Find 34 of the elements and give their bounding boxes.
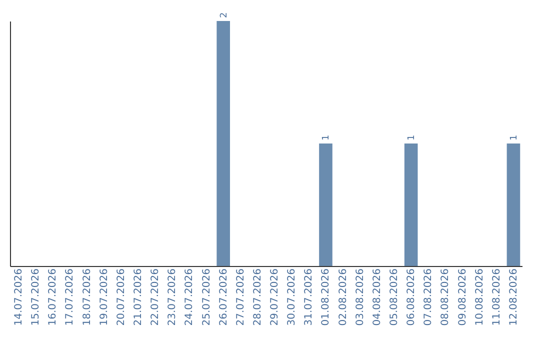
data-label: 2 [219, 12, 230, 18]
data-label: 1 [509, 134, 520, 140]
x-tick-label: 17.07.2026 [64, 268, 76, 326]
x-tick-label: 19.07.2026 [98, 268, 110, 326]
x-tick-label: 03.08.2026 [354, 268, 366, 326]
x-tick-label: 09.08.2026 [457, 268, 468, 326]
x-tick-label: 27.07.2026 [235, 268, 246, 326]
x-tick-label: 14.07.2026 [14, 268, 25, 326]
x-tick-label: 12.08.2026 [508, 268, 520, 326]
x-tick-label: 31.07.2026 [304, 268, 315, 326]
data-label: 1 [407, 134, 418, 140]
x-tick-label: 10.08.2026 [474, 268, 486, 326]
x-tick-label: 05.08.2026 [389, 268, 400, 326]
x-tick-label: 04.08.2026 [372, 268, 383, 326]
x-tick-label: 11.08.2026 [491, 268, 502, 326]
x-tick-label: 21.07.2026 [133, 268, 144, 326]
x-tick-label: 15.07.2026 [30, 268, 42, 326]
x-tick-label: 02.08.2026 [338, 268, 349, 326]
x-tick-label: 30.07.2026 [286, 268, 298, 326]
x-tick-label: 25.07.2026 [201, 268, 212, 326]
x-tick-label: 01.08.2026 [320, 268, 332, 326]
x-tick-label: 06.08.2026 [406, 268, 418, 326]
x-tick-label: 22.07.2026 [150, 268, 162, 326]
x-tick-label: 08.08.2026 [440, 268, 452, 326]
x-tick-label: 29.07.2026 [270, 268, 281, 326]
x-tick-label: 26.07.2026 [218, 268, 230, 326]
x-tick-label: 23.07.2026 [167, 268, 178, 326]
x-tick-label: 24.07.2026 [184, 268, 196, 326]
x-tick-label: 20.07.2026 [116, 268, 127, 326]
x-tick-label: 18.07.2026 [82, 268, 93, 326]
data-label: 1 [322, 134, 332, 140]
x-tick-label: 28.07.2026 [252, 268, 264, 326]
x-tick-label: 16.07.2026 [48, 268, 59, 326]
x-tick-label: 07.08.2026 [423, 268, 434, 326]
